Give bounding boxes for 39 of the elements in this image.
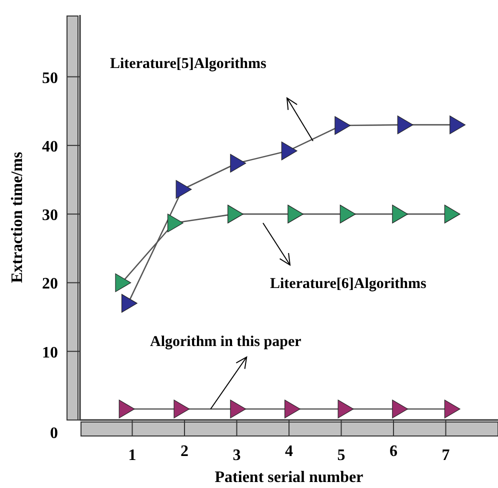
point [392, 204, 408, 224]
point [334, 116, 351, 135]
y-tick-label: 10 [42, 344, 58, 362]
point [228, 204, 244, 224]
point [121, 294, 138, 313]
point [392, 400, 408, 418]
point [444, 400, 460, 418]
point [284, 400, 300, 418]
y-axis-title: Extraction time/ms [9, 152, 26, 284]
annotation: Literature[6]Algorithms [270, 276, 427, 292]
x-tick-label: 7 [442, 447, 450, 464]
point [230, 154, 246, 173]
point [174, 400, 190, 418]
point [340, 204, 356, 224]
x-tick-label: 5 [337, 447, 346, 464]
x-tick-label: 4 [285, 443, 293, 460]
point [118, 400, 135, 418]
x-tick-label: 1 [128, 447, 136, 464]
y-tick-label: 40 [42, 138, 58, 156]
point [288, 204, 304, 224]
y-tick-label: 30 [42, 207, 58, 224]
point [338, 400, 354, 418]
y-tick-label: 20 [42, 276, 58, 293]
y-tick-label: 0 [50, 425, 58, 442]
x-tick-label: 6 [390, 443, 398, 460]
annotation: Literature[5]Algorithms [110, 56, 267, 72]
point [176, 180, 192, 199]
point [450, 116, 466, 134]
point [444, 204, 460, 224]
point [230, 400, 246, 418]
point [281, 142, 298, 160]
point [167, 214, 184, 232]
point [115, 273, 132, 292]
x-axis-title: Patient serial number [214, 469, 364, 486]
x-tick-label: 3 [232, 447, 241, 464]
annotation: Algorithm in this paper [150, 334, 302, 350]
point [397, 116, 414, 134]
x-tick-label: 2 [180, 443, 188, 460]
y-tick-label: 50 [42, 70, 58, 87]
